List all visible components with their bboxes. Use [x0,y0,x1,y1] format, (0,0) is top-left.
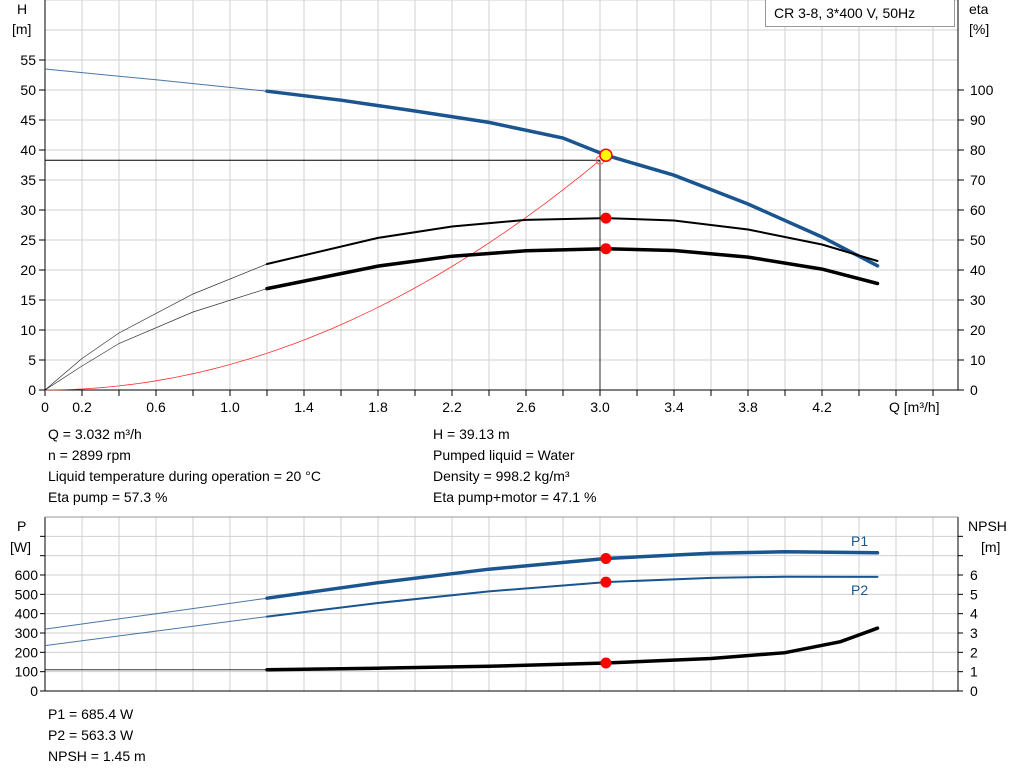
info-p2: P2 = 563.3 W [48,727,134,743]
p1-series-label: P1 [851,533,869,549]
q-tick-label: 2.6 [516,399,536,415]
q-tick-label: 0.2 [72,399,92,415]
q-tick-label: 2.2 [442,399,462,415]
q-axis-label: Q [m³/h] [889,399,940,415]
p1-point [600,552,612,564]
info-liquid-temp: Liquid temperature during operation = 20… [48,468,321,484]
operating-point [599,148,613,162]
h-tick-label: 40 [20,142,36,158]
q-tick-label: 3.4 [664,399,684,415]
h-axis-unit: [m] [12,21,32,37]
series-head [265,89,880,268]
eta-tick-label: 90 [970,112,986,128]
h-tick-label: 50 [20,82,36,98]
h-tick-label: 30 [20,202,36,218]
eta-tick-label: 70 [970,172,986,188]
series-system-curve [44,159,601,391]
eta-tick-label: 30 [970,292,986,308]
h-tick-label: 10 [20,322,36,338]
q-tick-label: 4.2 [812,399,832,415]
eta-tick-label: 100 [970,82,994,98]
h-tick-label: 20 [20,262,36,278]
info-eta-total: Eta pump+motor = 47.1 % [433,489,597,505]
series-eta-pump [266,217,879,265]
series-p1-extrapolated [44,597,268,630]
p-axis-unit: [W] [10,539,31,555]
series-p2-extrapolated [44,616,268,647]
p-tick-label: 200 [15,644,39,660]
p2-series-label: P2 [851,582,869,598]
eta-pump-point [600,212,612,224]
h-tick-label: 45 [20,112,36,128]
series-eta-pump-motor [265,246,880,291]
eta-tick-label: 40 [970,262,986,278]
q-tick-label: 3.0 [590,399,610,415]
q-tick-label: 1.0 [220,399,240,415]
p-axis-label: P [17,518,27,534]
info-eta-pump: Eta pump = 57.3 % [48,489,168,505]
p-tick-label: 600 [15,567,39,583]
npsh-point [600,657,612,669]
npsh-tick-label: 4 [970,606,978,622]
info-speed: n = 2899 rpm [48,447,131,463]
info-p1: P1 = 685.4 W [48,706,134,722]
series-npsh [265,626,880,672]
npsh-tick-label: 5 [970,586,978,602]
eta-tick-label: 20 [970,322,986,338]
info-npsh: NPSH = 1.45 m [48,748,146,764]
npsh-tick-label: 0 [970,683,978,699]
q-tick-label: 0.6 [146,399,166,415]
info-pumped-liquid: Pumped liquid = Water [433,447,575,463]
p-tick-label: 400 [15,606,39,622]
h-tick-label: 0 [28,382,36,398]
q-tick-label: 1.4 [294,399,314,415]
h-tick-label: 25 [20,232,36,248]
info-density: Density = 998.2 kg/m³ [433,468,570,484]
series-eta-pump-extrapolated [44,263,268,391]
eta-tick-label: 50 [970,232,986,248]
info-head: H = 39.13 m [433,426,510,442]
p-tick-label: 0 [30,683,38,699]
npsh-axis-label: NPSH [968,518,1007,534]
eta-tick-label: 10 [970,352,986,368]
npsh-axis-unit: [m] [981,539,1001,555]
npsh-tick-label: 1 [970,664,978,680]
series-head-extrapolated [44,68,268,92]
npsh-tick-label: 2 [970,644,978,660]
h-tick-label: 15 [20,292,36,308]
p-tick-label: 100 [15,664,39,680]
p-tick-label: 500 [15,586,39,602]
series-p2 [266,575,879,618]
h-tick-label: 55 [20,52,36,68]
eta-axis-unit: [%] [969,21,990,37]
eta-axis-label: eta [969,1,989,17]
q-tick-label: 0 [41,399,49,415]
q-tick-label: 1.8 [368,399,388,415]
q-tick-label: 3.8 [738,399,758,415]
h-tick-label: 5 [28,352,36,368]
p2-point [600,576,612,588]
p-tick-label: 300 [15,625,39,641]
npsh-tick-label: 6 [970,567,978,583]
eta-tick-label: 60 [970,202,986,218]
eta-tick-label: 0 [970,382,978,398]
npsh-tick-label: 3 [970,625,978,641]
h-axis-label: H [17,1,28,17]
pump-title-box: CR 3-8, 3*400 V, 50Hz [765,0,955,27]
info-flow: Q = 3.032 m³/h [48,426,142,442]
eta-total-point [600,243,612,255]
series-eta-pump-motor-extrapolated [44,288,268,391]
h-tick-label: 35 [20,172,36,188]
eta-tick-label: 80 [970,142,986,158]
